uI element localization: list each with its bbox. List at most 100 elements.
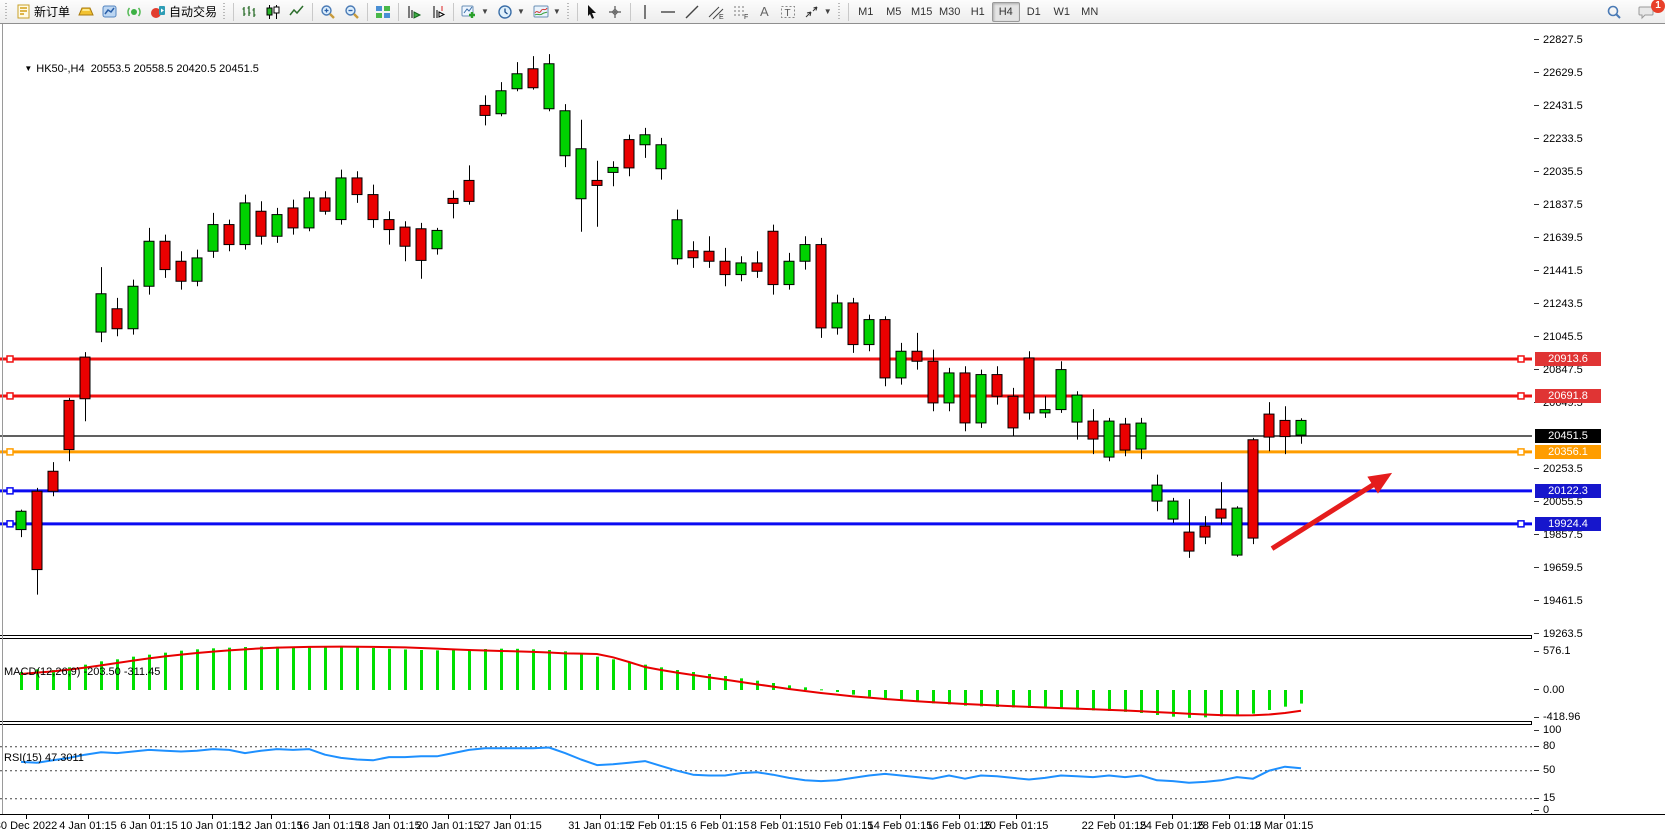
line-handle[interactable]: [1517, 392, 1525, 400]
text-label-button[interactable]: T: [776, 2, 800, 22]
line-handle[interactable]: [6, 392, 14, 400]
timeframe-m15[interactable]: M15: [911, 5, 933, 18]
price-badge-20122.3: 20122.3: [1535, 483, 1601, 498]
cursor-button[interactable]: [581, 2, 603, 22]
periods-button[interactable]: ▼: [493, 2, 529, 22]
line-handle[interactable]: [1517, 448, 1525, 456]
tile-windows-button[interactable]: [371, 2, 395, 22]
fibonacci-icon: F: [733, 4, 750, 20]
chevron-down-icon: ▼: [481, 7, 489, 16]
timeframe-m30[interactable]: M30: [939, 5, 961, 18]
timeframe-h1[interactable]: H1: [970, 5, 985, 18]
auto-scroll-button[interactable]: [402, 2, 426, 22]
line-handle[interactable]: [1517, 355, 1525, 363]
trend-arrow-annotation[interactable]: [1270, 472, 1393, 551]
window-left-border: [2, 24, 3, 814]
horizontal-line-button[interactable]: [656, 2, 680, 22]
date-tick: [959, 815, 960, 819]
date-tick: [510, 815, 511, 819]
data-window-icon: [102, 4, 118, 20]
timeframe-w1[interactable]: W1: [1053, 5, 1070, 18]
signals-button[interactable]: [122, 2, 146, 22]
macd-pane[interactable]: [0, 639, 1532, 721]
chart-title: ▼ HK50-,H4 20553.5 20558.5 20420.5 20451.…: [6, 51, 259, 87]
toolbar-grip[interactable]: [566, 2, 572, 21]
trendline-button[interactable]: [680, 2, 704, 22]
date-tick: [389, 815, 390, 819]
toolbar-grip[interactable]: [5, 2, 10, 21]
pane-separator[interactable]: [0, 721, 1531, 725]
line-handle[interactable]: [6, 487, 14, 495]
line-handle[interactable]: [6, 355, 14, 363]
market-watch-icon: [78, 4, 94, 20]
date-tick-label: 30 Dec 2022: [0, 820, 58, 832]
zoom-in-button[interactable]: [316, 2, 340, 22]
market-watch-button[interactable]: [74, 2, 98, 22]
price-tick-label: 20055.5: [1534, 496, 1583, 509]
date-tick: [1284, 815, 1285, 819]
vertical-line-button[interactable]: [634, 2, 656, 22]
line-chart-button[interactable]: [285, 2, 309, 22]
chart-area[interactable]: ▼ HK50-,H4 20553.5 20558.5 20420.5 20451.…: [0, 24, 1532, 814]
price-pane[interactable]: [0, 24, 1532, 635]
macd-tick-label: -418.96: [1534, 711, 1580, 724]
line-chart-icon: [289, 4, 305, 20]
date-tick-label: 6 Feb 01:15: [690, 820, 750, 832]
text-button[interactable]: A: [754, 2, 776, 22]
date-tick: [448, 815, 449, 819]
line-handle[interactable]: [6, 520, 14, 528]
price-tick-label: 21045.5: [1534, 331, 1583, 344]
timeframe-mn[interactable]: MN: [1081, 5, 1099, 18]
date-tick-label: 10 Jan 01:15: [180, 820, 244, 832]
crosshair-button[interactable]: [603, 2, 627, 22]
chart-ohlc-values: 20553.5 20558.5 20420.5 20451.5: [90, 63, 259, 75]
chart-shift-button[interactable]: [426, 2, 450, 22]
templates-button[interactable]: ▼: [529, 2, 565, 22]
toolbar-grip[interactable]: [837, 2, 843, 21]
bar-chart-button[interactable]: [237, 2, 261, 22]
timeframe-h4[interactable]: H4: [991, 1, 1020, 22]
zoom-out-button[interactable]: [340, 2, 364, 22]
date-tick: [212, 815, 213, 819]
timeframe-d1[interactable]: D1: [1026, 5, 1041, 18]
new-chart-button[interactable]: ▼: [457, 2, 493, 22]
rsi-pane[interactable]: [0, 725, 1532, 813]
fibonacci-button[interactable]: F: [729, 2, 754, 22]
arrows-tool-button[interactable]: ▼: [800, 2, 836, 22]
channel-button[interactable]: E: [704, 2, 729, 22]
date-tick: [88, 815, 89, 819]
timeframe-m1[interactable]: M1: [858, 5, 874, 18]
price-scale[interactable]: 22827.5 22629.5 22431.5 22233.5 22035.5 21837…: [1532, 24, 1664, 817]
price-tick-label: 22233.5: [1534, 133, 1583, 146]
search-icon: [1606, 4, 1622, 20]
new-order-label: 新订单: [34, 5, 71, 19]
line-handle[interactable]: [1517, 520, 1525, 528]
new-order-button[interactable]: 新订单: [12, 2, 74, 22]
toolbar-grip[interactable]: [223, 2, 229, 21]
candlestick-chart-button[interactable]: [261, 2, 285, 22]
pane-separator[interactable]: [0, 635, 1531, 639]
rsi-tick-label: 0: [1534, 804, 1549, 817]
line-handle[interactable]: [6, 448, 14, 456]
price-badge-20451.5: 20451.5: [1535, 429, 1601, 443]
autotrade-icon: [150, 4, 166, 20]
svg-text:F: F: [744, 14, 748, 20]
date-tick: [271, 815, 272, 819]
time-scale[interactable]: 30 Dec 2022 4 Jan 01:15 6 Jan 01:15 10 Jan …: [0, 814, 1665, 839]
svg-text:T: T: [784, 8, 790, 19]
search-button[interactable]: [1602, 2, 1626, 22]
autotrade-button[interactable]: 自动交易: [146, 2, 221, 22]
notifications-button[interactable]: 1: [1634, 0, 1665, 22]
date-tick: [1016, 815, 1017, 819]
chevron-down-icon: ▼: [823, 7, 832, 16]
chart-menu-icon[interactable]: ▼: [24, 64, 33, 73]
rsi-tick-label: 80: [1534, 740, 1555, 753]
timeframe-m5[interactable]: M5: [886, 5, 902, 18]
text-label-icon: T: [780, 4, 796, 20]
chart-workspace: ▼ HK50-,H4 20553.5 20558.5 20420.5 20451.…: [0, 24, 1665, 817]
price-badge-20356.1: 20356.1: [1535, 444, 1601, 459]
data-window-button[interactable]: [98, 2, 122, 22]
notification-count-badge: 1: [1651, 0, 1665, 13]
date-tick: [720, 815, 721, 819]
date-tick-label: 27 Jan 01:15: [478, 820, 542, 832]
